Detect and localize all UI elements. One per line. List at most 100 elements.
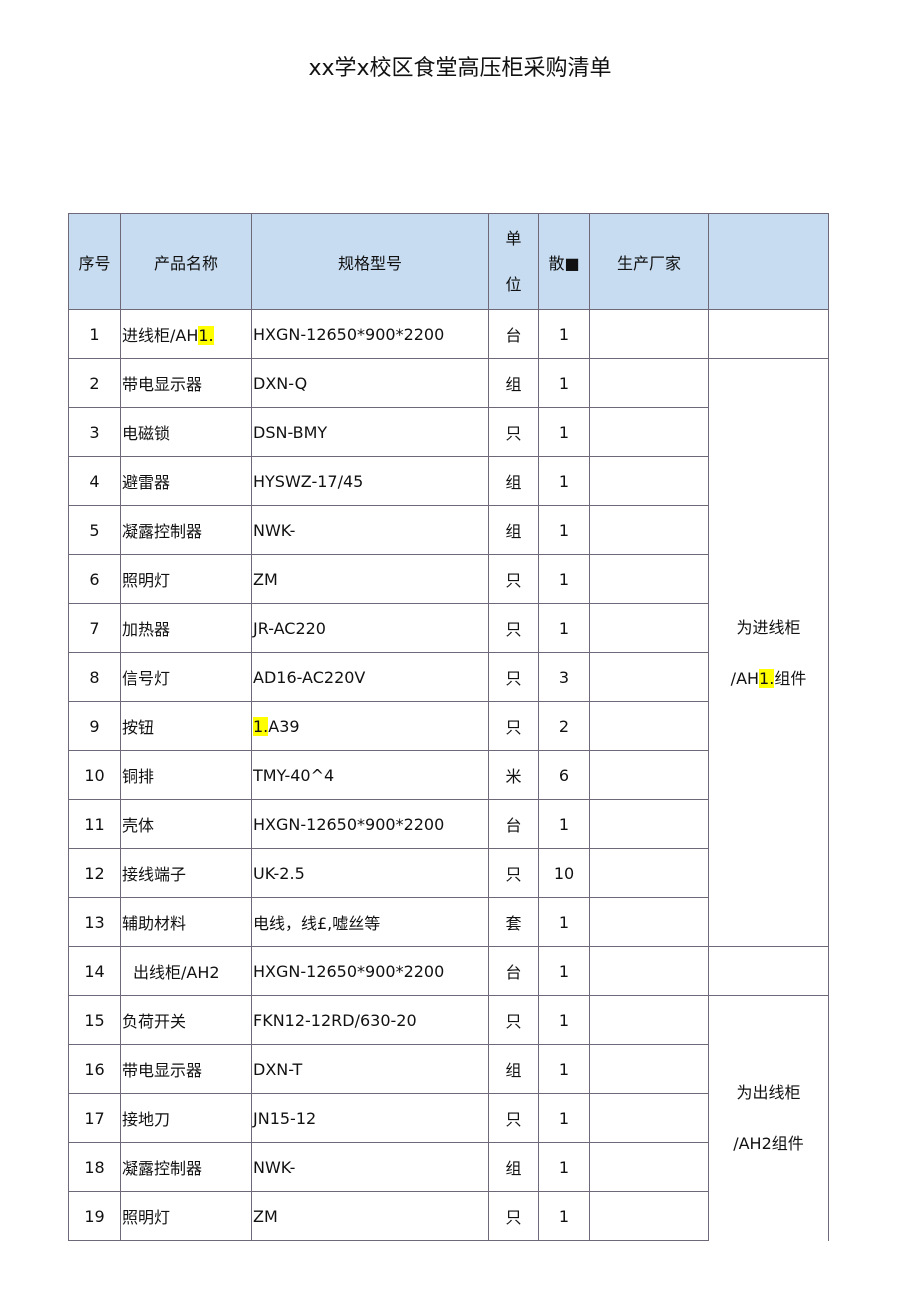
cell-qty: 1 — [538, 505, 590, 555]
cell-qty: 1 — [538, 995, 590, 1045]
spec-text: NWK- — [253, 520, 296, 540]
cell-maker[interactable] — [589, 750, 709, 800]
cell-unit: 只 — [488, 848, 539, 898]
cell-no: 6 — [68, 554, 121, 604]
cell-maker[interactable] — [589, 1191, 709, 1241]
cell-maker[interactable] — [589, 897, 709, 947]
remark-text: 组件 — [774, 668, 807, 688]
spec-text: A39 — [268, 716, 300, 736]
cell-unit: 只 — [488, 995, 539, 1045]
cell-spec: TMY-40^4 — [251, 750, 489, 800]
table-row: 18 凝露控制器 NWK- 组 1 — [68, 1142, 829, 1192]
header-row: 序号 产品名称 规格型号 单位 散■ 生产厂家 — [68, 213, 829, 310]
cell-maker[interactable] — [589, 848, 709, 898]
cell-remark[interactable] — [708, 309, 829, 359]
cell-maker[interactable] — [589, 1044, 709, 1094]
cell-no: 4 — [68, 456, 121, 506]
cell-unit: 米 — [488, 750, 539, 800]
table-row: 10 铜排 TMY-40^4 米 6 — [68, 750, 829, 800]
name-text: 照明灯 — [122, 1208, 171, 1227]
cell-qty: 1 — [538, 603, 590, 653]
cell-maker[interactable] — [589, 358, 709, 408]
cell-qty: 1 — [538, 1142, 590, 1192]
cell-unit: 只 — [488, 1191, 539, 1241]
cell-spec: 1.A39 — [251, 701, 489, 751]
cell-name: 辅助材料 — [120, 897, 252, 947]
header-spec: 规格型号 — [251, 213, 489, 310]
remark-line2: /AH1.组件 — [709, 653, 828, 704]
cell-unit: 只 — [488, 603, 539, 653]
procurement-table: 序号 产品名称 规格型号 单位 散■ 生产厂家 1 进线柜/AH1. HXGN-12… — [68, 213, 829, 1241]
header-maker: 生产厂家 — [589, 213, 709, 310]
spec-text: HXGN-12650*900*2200 — [253, 961, 445, 981]
table-row: 4 避雷器 HYSWZ-17/45 组 1 — [68, 456, 829, 506]
name-text: 出线柜/AH2 — [133, 963, 220, 982]
cell-maker[interactable] — [589, 995, 709, 1045]
spec-text: NWK- — [253, 1157, 296, 1177]
cell-qty: 1 — [538, 554, 590, 604]
spec-text: HXGN-12650*900*2200 — [253, 324, 445, 344]
header-remark — [708, 213, 829, 310]
cell-maker[interactable] — [589, 652, 709, 702]
name-text: 负荷开关 — [122, 1012, 187, 1031]
cell-maker[interactable] — [589, 603, 709, 653]
remark-line2: /AH2组件 — [733, 1134, 804, 1154]
table-row: 13 辅助材料 电线，线£,嘘丝等 套 1 — [68, 897, 829, 947]
cell-name: 出线柜/AH2 — [120, 946, 252, 996]
spec-text: ZM — [253, 1206, 278, 1226]
cell-unit: 只 — [488, 652, 539, 702]
table-row: 19 照明灯 ZM 只 1 — [68, 1191, 829, 1241]
cell-no: 11 — [68, 799, 121, 849]
cell-no: 16 — [68, 1044, 121, 1094]
cell-name: 避雷器 — [120, 456, 252, 506]
table-row: 5 凝露控制器 NWK- 组 1 — [68, 505, 829, 555]
cell-maker[interactable] — [589, 407, 709, 457]
cell-maker[interactable] — [589, 799, 709, 849]
cell-unit: 只 — [488, 1093, 539, 1143]
name-text: 凝露控制器 — [122, 522, 203, 541]
cell-spec: ZM — [251, 554, 489, 604]
cell-qty: 1 — [538, 1044, 590, 1094]
header-unit-line1: 单 — [505, 228, 522, 248]
name-text: 接地刀 — [122, 1110, 171, 1129]
cell-maker[interactable] — [589, 456, 709, 506]
spec-text: UK-2.5 — [253, 863, 305, 883]
cell-maker[interactable] — [589, 1142, 709, 1192]
remark-line1: 为出线柜 — [736, 1083, 801, 1103]
cell-no: 17 — [68, 1093, 121, 1143]
cell-name: 按钮 — [120, 701, 252, 751]
cell-qty: 3 — [538, 652, 590, 702]
cell-name: 铜排 — [120, 750, 252, 800]
name-text: 信号灯 — [122, 669, 171, 688]
cell-maker[interactable] — [589, 505, 709, 555]
cell-spec: NWK- — [251, 505, 489, 555]
cell-remark[interactable] — [708, 946, 829, 996]
spec-highlight: 1. — [253, 716, 269, 736]
name-text: 带电显示器 — [122, 1061, 203, 1080]
cell-spec: FKN12-12RD/630-20 — [251, 995, 489, 1045]
cell-no: 9 — [68, 701, 121, 751]
table-row: 9 按钮 1.A39 只 2 — [68, 701, 829, 751]
cell-qty: 1 — [538, 1191, 590, 1241]
table-row: 1 进线柜/AH1. HXGN-12650*900*2200 台 1 — [68, 309, 829, 359]
spec-text: FKN12-12RD/630-20 — [253, 1010, 417, 1030]
cell-name: 壳体 — [120, 799, 252, 849]
spec-text: 电线，线£,嘘丝等 — [253, 914, 381, 933]
cell-no: 3 — [68, 407, 121, 457]
cell-maker[interactable] — [589, 701, 709, 751]
cell-no: 15 — [68, 995, 121, 1045]
cell-maker[interactable] — [589, 309, 709, 359]
cell-maker[interactable] — [589, 946, 709, 996]
table-row: 7 加热器 JR-AC220 只 1 — [68, 603, 829, 653]
header-unit-line2: 位 — [505, 274, 522, 294]
remark-group-outgoing: 为出线柜/AH2组件 — [708, 995, 829, 1241]
table-row: 8 信号灯 AD16-AC220V 只 3 — [68, 652, 829, 702]
spec-text: JN15-12 — [253, 1108, 317, 1128]
table-row: 12 接线端子 UK-2.5 只 10 — [68, 848, 829, 898]
name-text: 加热器 — [122, 620, 171, 639]
spec-text: DSN-BMY — [253, 422, 328, 442]
cell-qty: 1 — [538, 897, 590, 947]
cell-maker[interactable] — [589, 1093, 709, 1143]
cell-maker[interactable] — [589, 554, 709, 604]
name-text: 接线端子 — [122, 865, 187, 884]
